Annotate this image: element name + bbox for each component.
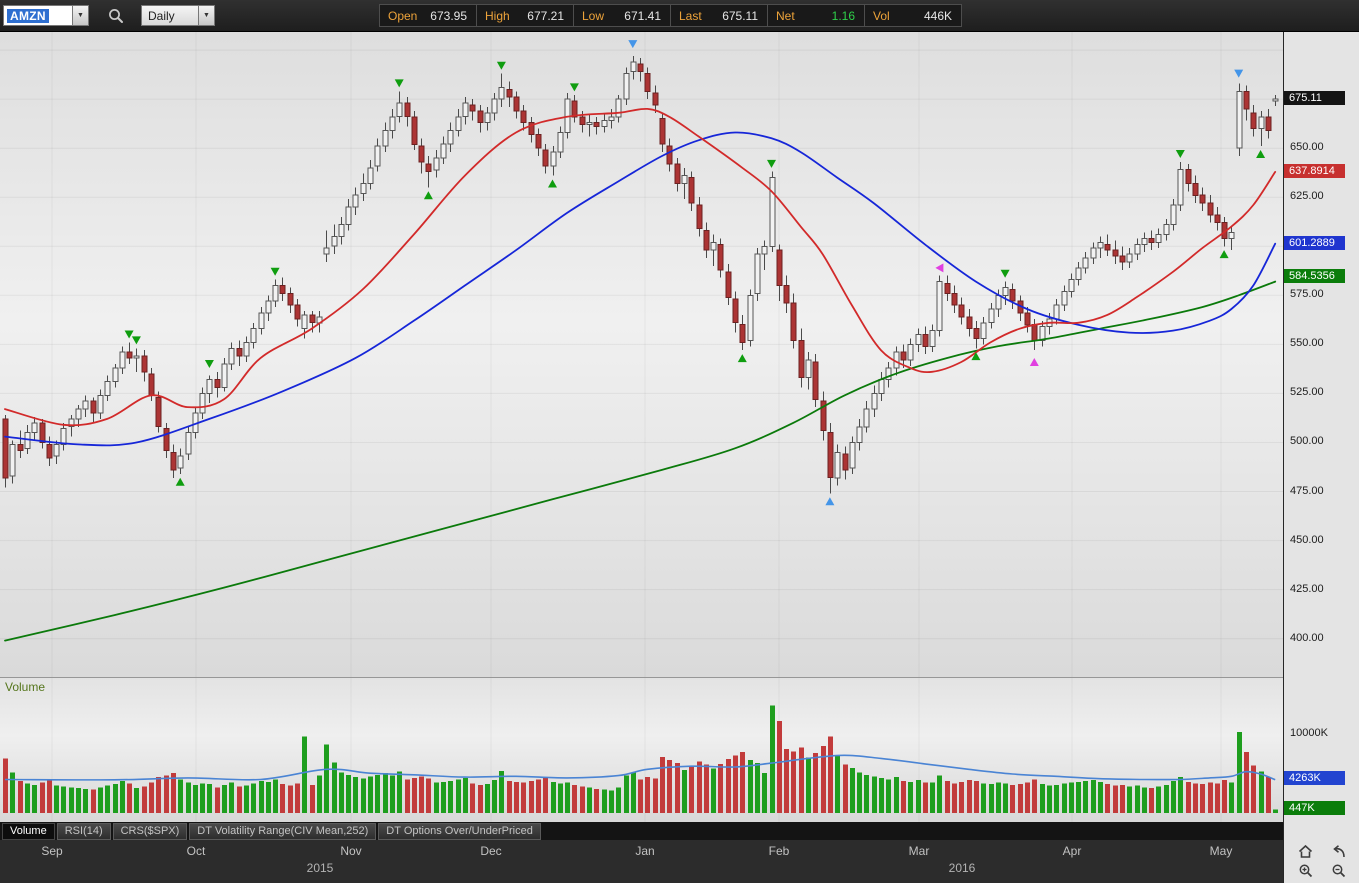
time-label-dec: Dec — [480, 844, 502, 858]
price-axis[interactable]: 650.00 625.00 575.00 550.00 525.00 500.00 475.… — [1283, 32, 1359, 883]
volume-axis-label: 10000K — [1290, 727, 1328, 739]
fast-ma-line — [4, 107, 1277, 427]
volume-gridlines — [51, 678, 1222, 823]
candles-layer — [2, 55, 1279, 494]
symbol-input[interactable]: AMZN — [3, 5, 73, 26]
back-arrow-icon[interactable] — [1331, 844, 1349, 860]
price-axis-label: 550.00 — [1290, 337, 1324, 350]
time-label-feb: Feb — [768, 844, 790, 858]
slow-ma-line — [4, 280, 1277, 642]
price-chart[interactable] — [0, 32, 1283, 677]
price-axis-label: 650.00 — [1290, 141, 1324, 154]
quote-value-low: 671.41 — [624, 8, 661, 23]
symbol-combo: AMZN ▼ — [3, 5, 89, 26]
chart-tools — [1290, 842, 1356, 882]
toolbar: AMZN ▼ Daily ▼ Open 673.95 High 677.21 Low 67… — [0, 0, 1359, 32]
mid-ma-line — [4, 131, 1277, 447]
quote-label-open: Open — [388, 8, 418, 23]
quote-value-open: 673.95 — [430, 8, 467, 23]
year-label-2016: 2016 — [948, 861, 976, 875]
signal-markers — [124, 40, 1266, 506]
volume-ma-line — [4, 754, 1276, 781]
zoom-out-icon[interactable] — [1331, 863, 1349, 879]
price-axis-label: 425.00 — [1290, 582, 1324, 595]
volume-tag-447K: 447K — [1284, 800, 1345, 815]
time-label-apr: Apr — [1062, 844, 1082, 858]
quote-label-vol: Vol — [873, 8, 890, 23]
quote-bar: Open 673.95 High 677.21 Low 671.41 Last 675.11 N… — [379, 4, 962, 27]
price-axis-label: 525.00 — [1290, 386, 1324, 399]
volume-pane[interactable]: Volume — [0, 677, 1283, 823]
quote-label-low: Low — [582, 8, 605, 23]
price-tag-601-2889: 601.2889 — [1284, 235, 1345, 250]
quote-field-net: Net 1.16 — [767, 4, 865, 27]
price-tag-584-5356: 584.5356 — [1284, 268, 1345, 283]
price-tag-675-11: 675.11 — [1284, 90, 1345, 105]
symbol-dropdown-button[interactable]: ▼ — [73, 5, 89, 26]
quote-field-low: Low 671.41 — [573, 4, 671, 27]
tab-crs-spx[interactable]: CRS($SPX) — [112, 822, 188, 840]
time-label-nov: Nov — [340, 844, 362, 858]
symbol-text: AMZN — [7, 8, 49, 23]
price-axis-label: 575.00 — [1290, 288, 1324, 301]
year-label-2015: 2015 — [306, 861, 334, 875]
zoom-in-icon[interactable] — [1298, 863, 1316, 879]
quote-value-vol: 446K — [923, 8, 952, 23]
indicator-tabbar: Volume RSI(14) CRS($SPX) DT Volatility Rang… — [0, 822, 1283, 840]
time-label-jan: Jan — [635, 844, 655, 858]
volume-tag-4263K: 4263K — [1284, 770, 1345, 785]
gridlines — [0, 32, 1283, 677]
quote-field-open: Open 673.95 — [379, 4, 477, 27]
tab-volume[interactable]: Volume — [2, 822, 55, 840]
quote-value-net: 1.16 — [831, 8, 855, 23]
time-axis[interactable]: Sep Oct Nov Dec Jan Feb Mar Apr May 2015 2016 — [0, 840, 1283, 883]
time-label-mar: Mar — [908, 844, 930, 858]
volume-bars — [3, 705, 1278, 813]
price-axis-label: 475.00 — [1290, 484, 1324, 497]
quote-label-high: High — [485, 8, 510, 23]
quote-label-last: Last — [679, 8, 702, 23]
time-label-oct: Oct — [186, 844, 206, 858]
quote-field-last: Last 675.11 — [670, 4, 768, 27]
price-axis-label: 450.00 — [1290, 533, 1324, 546]
time-label-sep: Sep — [41, 844, 63, 858]
quote-field-vol: Vol 446K — [864, 4, 962, 27]
home-icon[interactable] — [1298, 844, 1316, 860]
interval-value[interactable]: Daily — [141, 5, 199, 26]
tab-rsi-14[interactable]: RSI(14) — [56, 822, 111, 840]
price-axis-label: 500.00 — [1290, 435, 1324, 448]
volume-pane-title: Volume — [5, 680, 46, 694]
quote-value-last: 675.11 — [722, 8, 758, 23]
quote-value-high: 677.21 — [527, 8, 564, 23]
search-icon[interactable] — [107, 7, 127, 25]
chart-column: Volume Volume RSI(14) CRS($SPX) DT Volatili… — [0, 32, 1283, 883]
interval-dropdown-button[interactable]: ▼ — [199, 5, 215, 26]
quote-field-high: High 677.21 — [476, 4, 574, 27]
price-axis-label: 400.00 — [1290, 631, 1324, 644]
price-axis-label: 625.00 — [1290, 190, 1324, 203]
tab-dt-volatility-range-civ-mean-252[interactable]: DT Volatility Range(CIV Mean,252) — [189, 822, 377, 840]
tab-dt-options-over-underpriced[interactable]: DT Options Over/UnderPriced — [378, 822, 541, 840]
price-tag-637-8914: 637.8914 — [1284, 163, 1345, 178]
quote-label-net: Net — [776, 8, 795, 23]
time-label-may: May — [1209, 844, 1233, 858]
interval-combo: Daily ▼ — [141, 5, 215, 26]
